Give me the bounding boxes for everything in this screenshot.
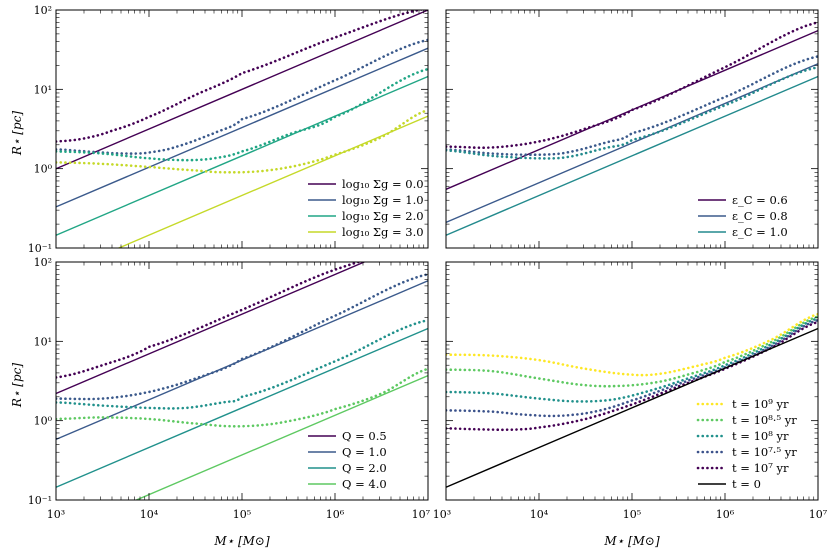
panel-bottom-right: 10³ 10⁴ 10⁵ 10⁶ 10⁷ M⋆ [M⊙] t = 10⁹ yr t = 10⁸·… xyxy=(433,261,828,548)
y-axis-label: R⋆ [pc] xyxy=(10,363,24,408)
legend-label: log₁₀ Σg = 0.0 xyxy=(342,177,424,191)
x-tick-label: 10³ xyxy=(47,508,65,521)
series-dotted-curve xyxy=(446,317,818,403)
legend: t = 10⁹ yr t = 10⁸·⁵ yr t = 10⁸ yr t = 10⁷·… xyxy=(696,397,797,491)
legend-label: ε_C = 0.8 xyxy=(732,209,788,223)
y-tick-label: 10² xyxy=(34,256,52,269)
legend-label: t = 10⁸·⁵ yr xyxy=(732,413,797,427)
y-tick-label: 10⁰ xyxy=(34,415,53,428)
series-solid-line xyxy=(56,327,428,488)
series-dotted-curve xyxy=(446,21,818,149)
x-axis-label: M⋆ [M⊙] xyxy=(213,534,270,548)
series-dotted-curve xyxy=(56,38,428,155)
plot-area xyxy=(446,312,818,488)
series-dotted-curve xyxy=(56,10,426,143)
series-solid-line xyxy=(446,327,818,488)
plot-area xyxy=(446,21,818,236)
series-solid-line xyxy=(56,75,428,236)
legend-label: Q = 4.0 xyxy=(342,477,387,491)
legend-label: t = 10⁷·⁵ yr xyxy=(732,445,797,459)
series-dotted-curve xyxy=(56,367,428,428)
y-tick-label: 10¹ xyxy=(34,335,52,348)
series-dotted-curve xyxy=(446,55,818,156)
series-solid-line xyxy=(446,63,818,224)
legend-label: t = 10⁹ yr xyxy=(732,397,789,411)
x-axis-label: M⋆ [M⊙] xyxy=(603,534,660,548)
panel-top-right: ε_C = 0.6 ε_C = 0.8 ε_C = 1.0 xyxy=(445,9,819,249)
series-dotted-curve xyxy=(446,65,818,160)
legend: log₁₀ Σg = 0.0 log₁₀ Σg = 1.0 log₁₀ Σg = 2… xyxy=(308,177,424,239)
legend-label: log₁₀ Σg = 1.0 xyxy=(342,193,424,207)
y-tick-label: 10² xyxy=(34,4,52,17)
plot-area xyxy=(56,262,428,500)
series-dotted-curve xyxy=(446,315,818,388)
panel-bottom-left: 10⁻¹ 10⁰ 10¹ 10² R⋆ [pc] 10³ 10⁴ 10⁵ 10⁶ 10⁷ M⋆ [M… xyxy=(10,256,431,548)
legend: Q = 0.5 Q = 1.0 Q = 2.0 Q = 4.0 xyxy=(308,429,387,491)
series-dotted-curve xyxy=(56,273,428,401)
series-dotted-curve xyxy=(56,108,428,174)
series-solid-line xyxy=(56,10,428,170)
x-tick-label: 10⁴ xyxy=(530,508,549,521)
series-solid-line xyxy=(56,262,367,395)
x-tick-label: 10⁷ xyxy=(809,508,828,521)
x-tick-label: 10⁵ xyxy=(623,508,641,521)
y-axis-label: R⋆ [pc] xyxy=(10,111,24,156)
legend-label: t = 0 xyxy=(732,477,761,491)
x-tick-label: 10⁶ xyxy=(326,508,345,521)
legend-label: Q = 1.0 xyxy=(342,445,387,459)
series-dotted-curve xyxy=(446,318,818,418)
legend-label: t = 10⁷ yr xyxy=(732,461,789,475)
series-solid-line xyxy=(56,47,428,208)
legend-label: Q = 0.5 xyxy=(342,429,387,443)
y-tick-label: 10⁻¹ xyxy=(28,242,52,255)
series-dotted-curve xyxy=(56,318,428,410)
legend-label: log₁₀ Σg = 2.0 xyxy=(342,209,424,223)
y-tick-label: 10⁰ xyxy=(34,163,53,176)
legend-label: ε_C = 0.6 xyxy=(732,193,788,207)
x-tick-label: 10³ xyxy=(433,508,451,521)
legend-label: Q = 2.0 xyxy=(342,461,387,475)
plot-area xyxy=(56,10,428,248)
y-tick-label: 10¹ xyxy=(34,83,52,96)
series-solid-line xyxy=(446,75,818,236)
x-tick-label: 10⁵ xyxy=(233,508,251,521)
series-solid-line xyxy=(134,374,428,500)
legend-label: log₁₀ Σg = 3.0 xyxy=(342,225,424,239)
legend: ε_C = 0.6 ε_C = 0.8 ε_C = 1.0 xyxy=(698,193,788,239)
series-dotted-curve xyxy=(56,67,428,162)
x-tick-label: 10⁴ xyxy=(140,508,159,521)
x-tick-label: 10⁶ xyxy=(716,508,735,521)
x-tick-label: 10⁷ xyxy=(412,508,431,521)
series-dotted-curve xyxy=(446,320,818,432)
series-dotted-curve xyxy=(446,312,818,377)
legend-label: ε_C = 1.0 xyxy=(732,225,788,239)
legend-label: t = 10⁸ yr xyxy=(732,429,789,443)
y-tick-label: 10⁻¹ xyxy=(28,494,52,507)
series-dotted-curve xyxy=(56,262,363,379)
